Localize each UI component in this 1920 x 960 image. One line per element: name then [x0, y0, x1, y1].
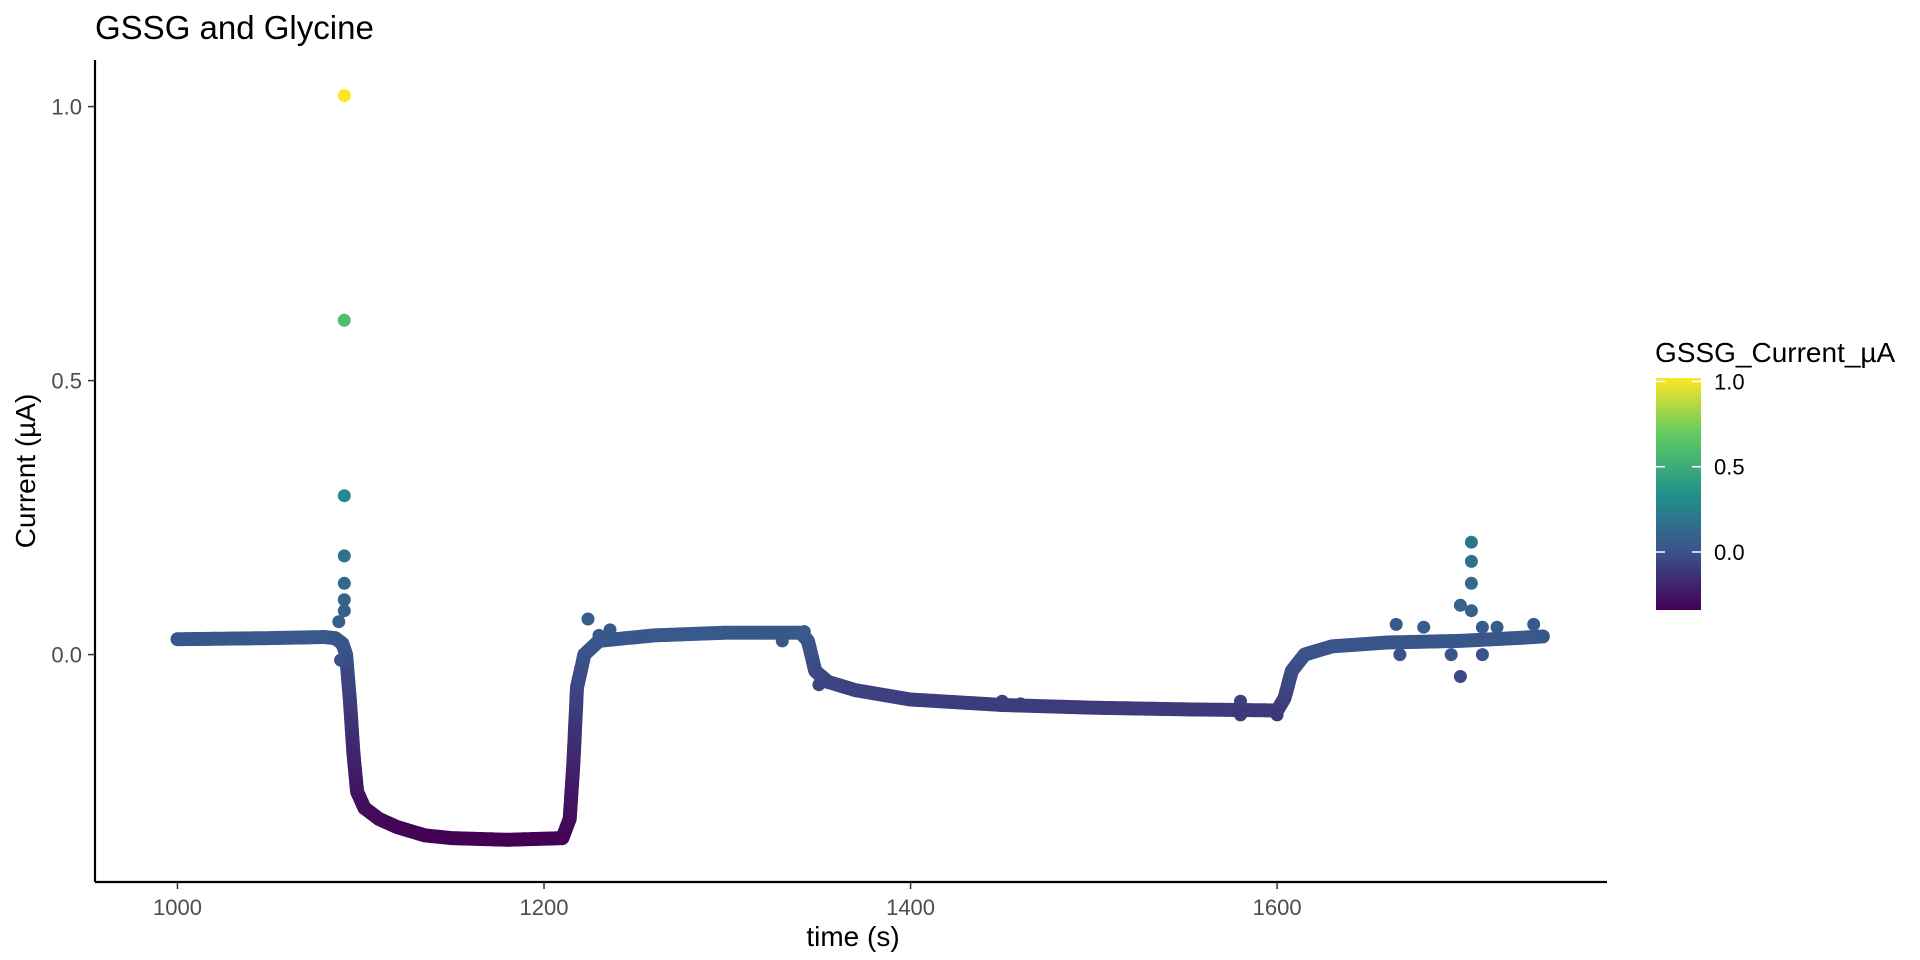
- data-point: [337, 593, 351, 607]
- y-axis-label: Current (µA): [10, 394, 41, 549]
- data-point: [995, 694, 1009, 708]
- y-axis: 0.0 0.5 1.0: [51, 95, 95, 668]
- legend-tick-label: 0.0: [1714, 540, 1745, 565]
- x-tick-label: 1000: [153, 895, 202, 920]
- data-point: [1393, 648, 1407, 662]
- data-point: [581, 612, 595, 626]
- legend-tick-label: 1.0: [1714, 369, 1745, 394]
- x-tick-label: 1600: [1253, 895, 1302, 920]
- data-point: [1417, 620, 1431, 634]
- data-point: [1270, 708, 1284, 722]
- data-point: [337, 549, 351, 563]
- legend-title: GSSG_Current_µA: [1655, 337, 1896, 368]
- data-point: [1490, 620, 1504, 634]
- data-point: [786, 626, 800, 640]
- data-point: [1444, 648, 1458, 662]
- data-point: [1234, 708, 1247, 722]
- y-tick-label: 0.5: [51, 369, 82, 394]
- data-point: [1535, 629, 1550, 644]
- data-point: [1389, 617, 1403, 631]
- x-axis: 1000 1200 1400 1600: [153, 882, 1302, 920]
- data-point: [1527, 617, 1541, 631]
- y-tick-label: 0.0: [51, 643, 82, 668]
- data-point: [1464, 604, 1478, 618]
- data-point: [1234, 694, 1247, 708]
- data-point: [1475, 648, 1489, 662]
- data-point: [775, 634, 789, 648]
- data-point: [337, 89, 351, 103]
- data-point: [337, 576, 351, 590]
- data-point: [334, 653, 348, 667]
- data-point: [603, 623, 617, 637]
- legend: GSSG_Current_µA 0.0 0.5 1.0: [1655, 337, 1896, 610]
- data-point: [1464, 554, 1478, 568]
- data-point: [812, 678, 826, 692]
- data-point: [1453, 670, 1467, 683]
- data-point: [1464, 576, 1478, 590]
- x-axis-label: time (s): [806, 921, 899, 952]
- legend-tick-label: 0.5: [1714, 455, 1745, 480]
- data-point: [337, 313, 351, 327]
- data-point: [592, 628, 606, 642]
- data-point: [1014, 697, 1027, 711]
- legend-colorbar: [1656, 378, 1701, 610]
- y-tick-label: 1.0: [51, 95, 82, 120]
- plot-area: [170, 89, 1550, 847]
- data-point: [1453, 598, 1467, 612]
- data-point: [1475, 620, 1489, 634]
- x-tick-label: 1200: [520, 895, 569, 920]
- data-point: [797, 625, 811, 639]
- data-point: [1464, 535, 1478, 549]
- x-tick-label: 1400: [886, 895, 935, 920]
- data-point: [332, 615, 346, 629]
- chart-title: GSSG and Glycine: [95, 9, 374, 46]
- data-point: [337, 489, 351, 503]
- data-point: [337, 604, 351, 618]
